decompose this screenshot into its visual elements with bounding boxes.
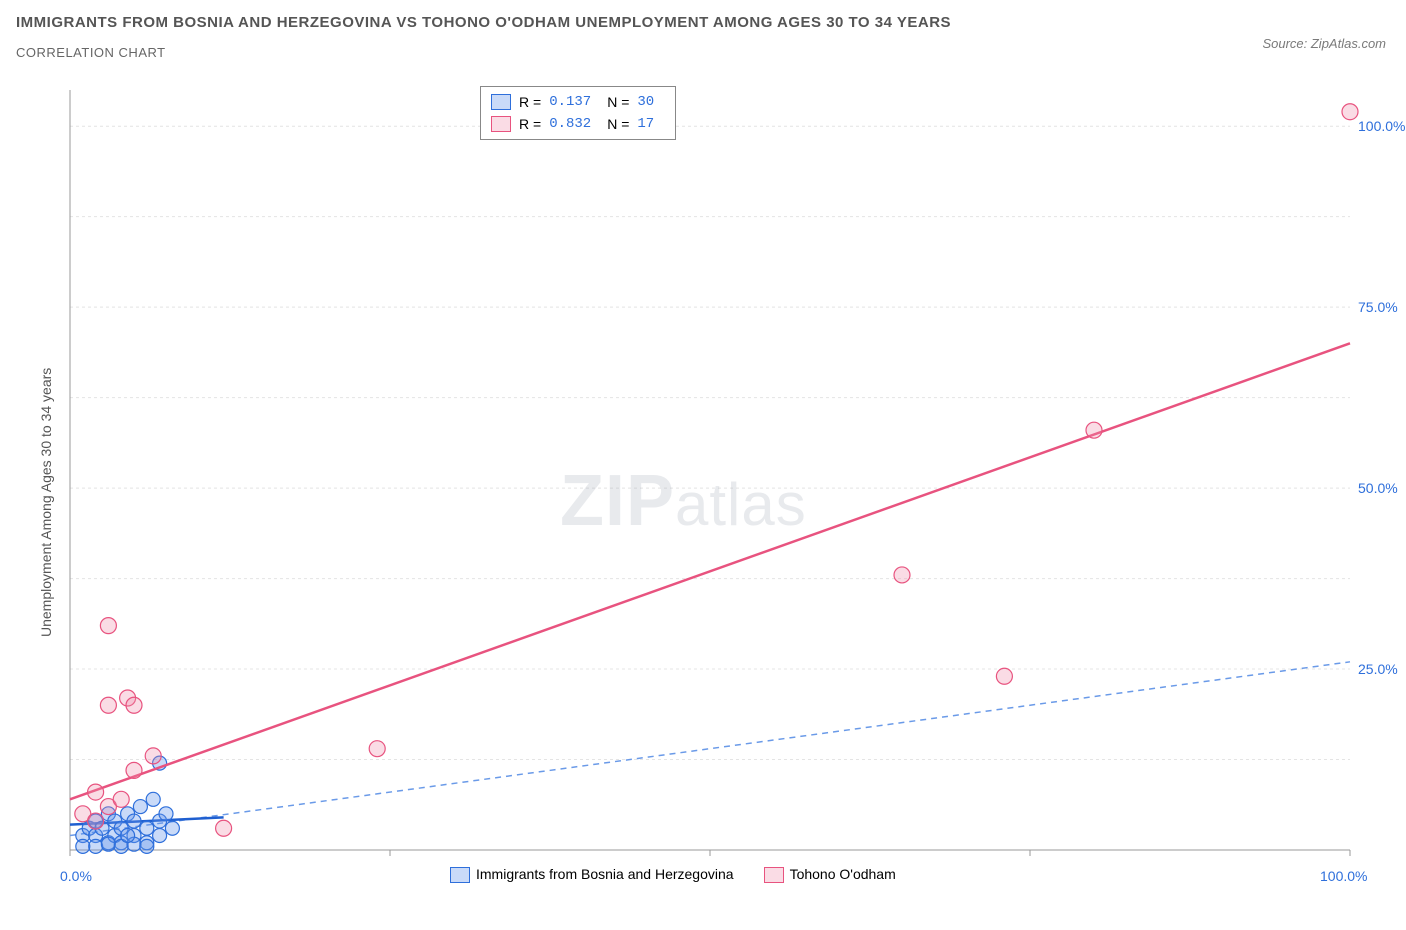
legend-n-value: 30 [637,94,665,110]
y-tick-label: 75.0% [1358,299,1398,315]
legend-n-value: 17 [637,116,665,132]
y-tick-label: 100.0% [1358,118,1405,134]
correlation-scatter-chart: ZIPatlas R =0.137N =30R =0.832N =17 Immi… [40,80,1390,890]
legend-r-value: 0.832 [549,116,599,132]
legend-stat-row: R = 0.832 N = 17 [491,113,665,135]
legend-n-prefix: N = [607,116,629,132]
legend-series-label: Tohono O'odham [790,866,896,882]
x-tick-label: 0.0% [60,868,92,884]
legend-series: Immigrants from Bosnia and Herzegovina To… [450,866,896,883]
source-attribution: Source: ZipAtlas.com [1262,36,1386,51]
legend-swatch [450,867,470,883]
y-tick-label: 25.0% [1358,661,1398,677]
legend-series-label: Immigrants from Bosnia and Herzegovina [476,866,734,882]
y-axis-label: Unemployment Among Ages 30 to 34 years [38,368,54,637]
y-tick-label: 50.0% [1358,480,1398,496]
legend-n-prefix: N = [607,94,629,110]
legend-r-value: 0.137 [549,94,599,110]
legend-series-item: Tohono O'odham [764,866,896,883]
chart-title-line1: IMMIGRANTS FROM BOSNIA AND HERZEGOVINA V… [16,14,951,31]
legend-series-item: Immigrants from Bosnia and Herzegovina [450,866,734,883]
legend-stats-box: R = 0.137 N = 30 R = 0.832 N = 17 [480,86,676,140]
chart-title-line2: CORRELATION CHART [16,45,951,60]
legend-r-prefix: R = [519,116,541,132]
legend-stat-row: R = 0.137 N = 30 [491,91,665,113]
legend-r-prefix: R = [519,94,541,110]
x-tick-label: 100.0% [1320,868,1367,884]
legend-swatch [491,94,511,110]
legend-swatch [491,116,511,132]
chart-title-block: IMMIGRANTS FROM BOSNIA AND HERZEGOVINA V… [16,14,951,60]
chart-svg [40,80,1390,890]
legend-swatch [764,867,784,883]
